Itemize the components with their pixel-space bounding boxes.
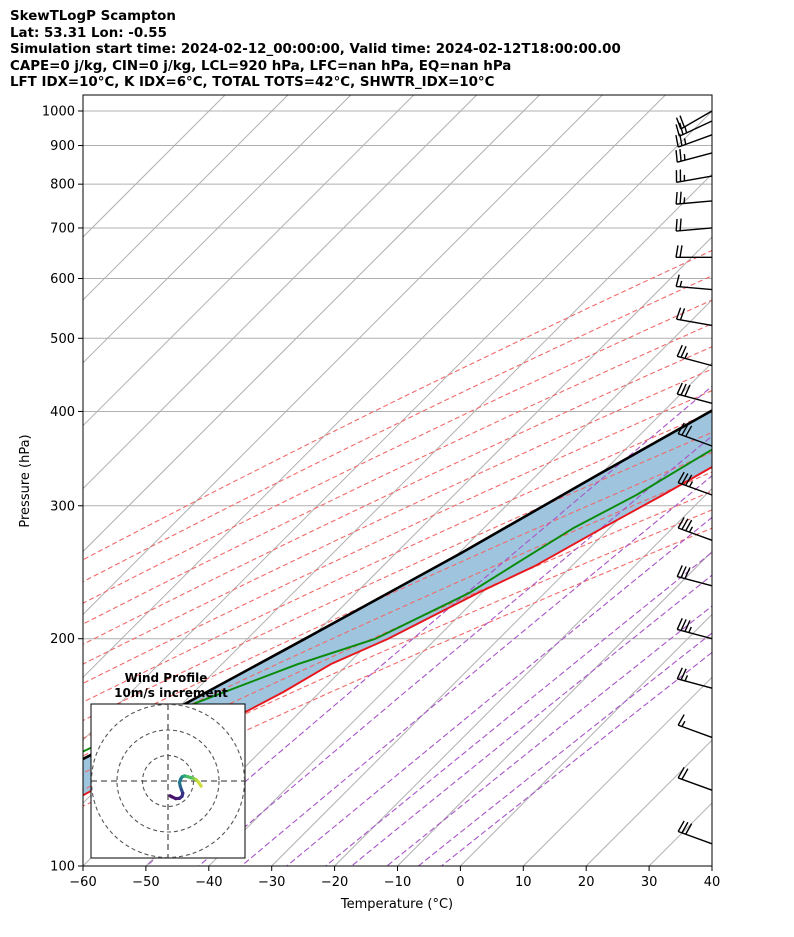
x-tick-label: 10 [515,875,532,890]
inset-subtitle: 10m/s increment [114,686,228,700]
y-tick-label: 300 [50,499,75,514]
mixing-ratio-line [325,551,712,866]
isotherm-line [397,550,712,866]
gridlines [83,95,794,866]
wind-barbs [675,110,713,845]
wind-barb [676,344,713,367]
isotherm-line [711,865,712,866]
x-tick-label: −50 [132,875,159,890]
wind-barb [676,382,713,405]
x-tick-label: 0 [456,875,464,890]
wind-barb [675,169,713,184]
wind-barb [677,714,713,739]
wind-barb [675,245,712,259]
wind-barb [675,120,713,137]
isotherm-line [83,95,540,553]
wind-barb [675,133,713,148]
dewpoint-line [83,448,712,753]
wind-barb [677,820,713,845]
isotherm-line [522,676,712,866]
dry-adiabat [83,509,712,791]
isotherm-line [775,95,794,866]
wind-barb [675,110,713,130]
dry-adiabat [83,299,712,604]
y-tick-label: 700 [50,221,75,236]
mixing-ratio-line [198,435,712,866]
dry-adiabat [83,346,712,645]
location-line: Lat: 53.31 Lon: -0.55 [10,25,167,41]
chart-title: SkewTLogP Scampton [10,9,176,24]
thermo-background-lines [83,249,712,866]
wind-barb [675,274,713,291]
isotherm-line [83,95,666,679]
x-tick-label: 40 [704,875,721,890]
y-tick-label: 800 [50,178,75,193]
dry-adiabat [83,490,712,774]
mixing-ratio-line [286,516,712,866]
wind-barb [677,766,713,791]
y-tick-label: 600 [50,272,75,287]
y-tick-label: 900 [50,139,75,154]
x-tick-label: −30 [258,875,285,890]
wind-barb [675,191,713,205]
x-tick-label: −10 [384,875,411,890]
isotherm-line [334,487,712,866]
y-axis-label: Pressure (hPa) [18,434,33,527]
isotherm-line [460,613,712,866]
isotherm-line [83,95,603,616]
hodograph-segment [168,794,174,799]
parcel-line [83,409,712,761]
dry-adiabat [83,323,712,625]
dry-adiabat [83,249,712,561]
dry-adiabat [83,527,712,807]
x-tick-label: −40 [195,875,222,890]
index-line: LFT IDX=10°C, K IDX=6°C, TOTAL TOTS=42°C… [10,75,495,90]
isotherm-line [83,95,415,427]
plot-area [83,95,794,866]
y-tick-label: 400 [50,405,75,420]
y-tick-label: 1000 [42,104,75,119]
isotherm-line [83,95,226,238]
dry-adiabat [83,411,712,703]
isotherm-line [145,299,712,866]
wind-profile-inset: Wind Profile 10m/s increment [90,671,246,859]
x-tick-label: −20 [321,875,348,890]
y-tick-label: 500 [50,332,75,347]
isotherm-line [208,362,712,866]
wind-barb [675,307,713,327]
x-tick-label: 20 [578,875,595,890]
wind-barb [676,618,713,640]
wind-barb [675,218,713,232]
axis-ticks: −60 −50 −40 −30 −20 −10 0 10 20 30 40 1000 900 800 700… [42,104,720,890]
wind-barb [677,517,713,541]
x-axis-label: Temperature (°C) [340,897,453,912]
isotherm-line [83,95,289,301]
y-tick-label: 200 [50,632,75,647]
wind-barb [677,422,713,447]
dry-adiabat [83,451,712,740]
mixing-ratio-line [146,385,712,866]
dry-adiabat [83,368,712,665]
time-line: Simulation start time: 2024-02-12_00:00:… [10,42,621,57]
inset-title: Wind Profile [125,671,208,685]
x-tick-label: 30 [641,875,658,890]
wind-barb [676,667,713,689]
cape-line: CAPE=0 j/kg, CIN=0 j/kg, LCL=920 hPa, LF… [10,58,512,74]
wind-barb [676,565,713,587]
x-tick-label: −60 [69,875,96,890]
wind-barb [677,471,713,496]
y-tick-label: 100 [50,860,75,875]
isotherm-line [83,95,477,490]
wind-barb [675,149,713,163]
isotherm-line [83,95,352,364]
isotherm-line [271,424,712,866]
